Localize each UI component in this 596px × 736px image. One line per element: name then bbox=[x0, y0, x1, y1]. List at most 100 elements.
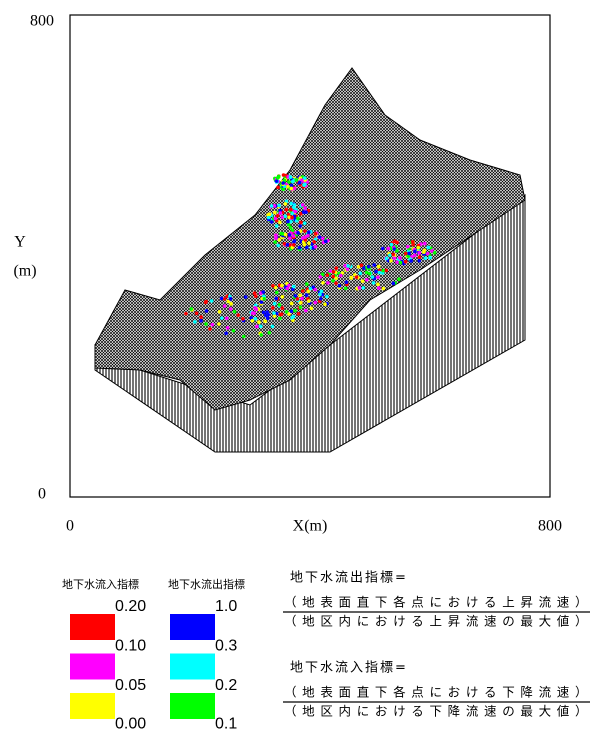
flow-marker bbox=[272, 311, 276, 315]
flow-marker bbox=[279, 232, 283, 236]
flow-marker bbox=[355, 275, 359, 279]
legend-label: 0.00 bbox=[115, 716, 146, 731]
flow-marker bbox=[303, 221, 307, 225]
formula-denominator: （地区内における上昇流速の最大値） bbox=[284, 614, 589, 629]
y-tick-label: 800 bbox=[30, 13, 54, 30]
flow-marker bbox=[362, 266, 366, 270]
flow-marker bbox=[262, 311, 266, 315]
flow-marker bbox=[298, 224, 302, 228]
flow-marker bbox=[273, 211, 277, 215]
flow-marker bbox=[290, 216, 294, 220]
flow-marker bbox=[263, 297, 267, 301]
flow-marker bbox=[281, 181, 285, 185]
flow-marker bbox=[318, 275, 322, 279]
flow-marker bbox=[281, 188, 285, 192]
flow-marker bbox=[382, 287, 386, 291]
flow-marker bbox=[255, 308, 259, 312]
flow-marker bbox=[296, 231, 300, 235]
flow-marker bbox=[293, 239, 297, 243]
flow-marker bbox=[306, 290, 310, 294]
flow-marker bbox=[184, 312, 188, 316]
flow-marker bbox=[423, 248, 427, 252]
flow-marker bbox=[349, 276, 353, 280]
flow-marker bbox=[275, 224, 279, 228]
flow-marker bbox=[280, 312, 284, 316]
flow-marker bbox=[292, 315, 296, 319]
flow-marker bbox=[281, 306, 285, 310]
flow-marker bbox=[325, 295, 329, 299]
flow-marker bbox=[398, 256, 402, 260]
flow-marker bbox=[277, 204, 281, 208]
flow-marker bbox=[312, 240, 316, 244]
flow-marker bbox=[407, 252, 411, 256]
flow-marker bbox=[299, 305, 303, 309]
flow-marker bbox=[289, 226, 293, 230]
flow-marker bbox=[303, 229, 307, 233]
x-axis-label: X(m) bbox=[293, 518, 328, 535]
x-tick-label: 800 bbox=[538, 518, 562, 535]
flow-marker bbox=[313, 301, 317, 305]
flow-marker bbox=[286, 220, 290, 224]
flow-marker bbox=[276, 244, 280, 248]
formula-denominator: （地区内における下降流速の最大値） bbox=[284, 704, 589, 719]
flow-marker bbox=[332, 270, 336, 274]
flow-marker bbox=[290, 302, 294, 306]
flow-marker bbox=[399, 261, 403, 265]
flow-marker bbox=[320, 289, 324, 293]
flow-marker bbox=[289, 202, 293, 206]
flow-marker bbox=[284, 202, 288, 206]
flow-marker bbox=[397, 277, 401, 281]
flow-marker bbox=[259, 333, 263, 337]
flow-marker bbox=[303, 235, 307, 239]
flow-marker bbox=[288, 233, 292, 237]
flow-marker bbox=[395, 249, 399, 253]
figure: 08000800X(m)Y(m)地下水流入指標0.200.100.050.00地… bbox=[0, 0, 596, 731]
flow-marker bbox=[301, 289, 305, 293]
legend-label: 0.3 bbox=[215, 638, 237, 655]
flow-marker bbox=[276, 214, 280, 218]
flow-marker bbox=[244, 295, 248, 299]
flow-marker bbox=[346, 264, 350, 268]
flow-marker bbox=[303, 176, 307, 180]
flow-marker bbox=[265, 310, 269, 314]
flow-marker bbox=[284, 233, 288, 237]
flow-marker bbox=[423, 242, 427, 246]
flow-marker bbox=[273, 302, 277, 306]
flow-marker bbox=[381, 269, 385, 273]
flow-marker bbox=[233, 310, 237, 314]
flow-marker bbox=[210, 299, 214, 303]
flow-marker bbox=[359, 272, 363, 276]
flow-marker bbox=[271, 306, 275, 310]
flow-marker bbox=[334, 281, 338, 285]
flow-marker bbox=[211, 323, 215, 327]
flow-marker bbox=[270, 204, 274, 208]
flow-marker bbox=[371, 275, 375, 279]
flow-marker bbox=[273, 314, 277, 318]
flow-marker bbox=[294, 210, 298, 214]
x-tick-label: 0 bbox=[66, 518, 74, 535]
legend-swatch bbox=[70, 654, 115, 680]
flow-marker bbox=[276, 186, 280, 190]
flow-marker bbox=[428, 256, 432, 260]
flow-marker bbox=[259, 324, 263, 328]
flow-marker bbox=[418, 259, 422, 263]
legend-label: 0.10 bbox=[115, 638, 146, 655]
flow-marker bbox=[389, 259, 393, 263]
flow-marker bbox=[281, 295, 285, 299]
flow-marker bbox=[288, 236, 292, 240]
flow-marker bbox=[287, 312, 291, 316]
y-tick-label: 0 bbox=[38, 486, 46, 503]
flow-marker bbox=[300, 297, 304, 301]
flow-marker bbox=[278, 303, 282, 307]
flow-marker bbox=[361, 286, 365, 290]
flow-marker bbox=[323, 302, 327, 306]
flow-marker bbox=[392, 282, 396, 286]
legend-swatch bbox=[170, 614, 215, 640]
flow-marker bbox=[361, 279, 365, 283]
flow-marker bbox=[292, 234, 296, 238]
flow-marker bbox=[205, 309, 209, 313]
y-axis-label: (m) bbox=[13, 263, 36, 280]
flow-marker bbox=[275, 179, 279, 183]
flow-marker bbox=[307, 241, 311, 245]
flow-marker bbox=[346, 267, 350, 271]
